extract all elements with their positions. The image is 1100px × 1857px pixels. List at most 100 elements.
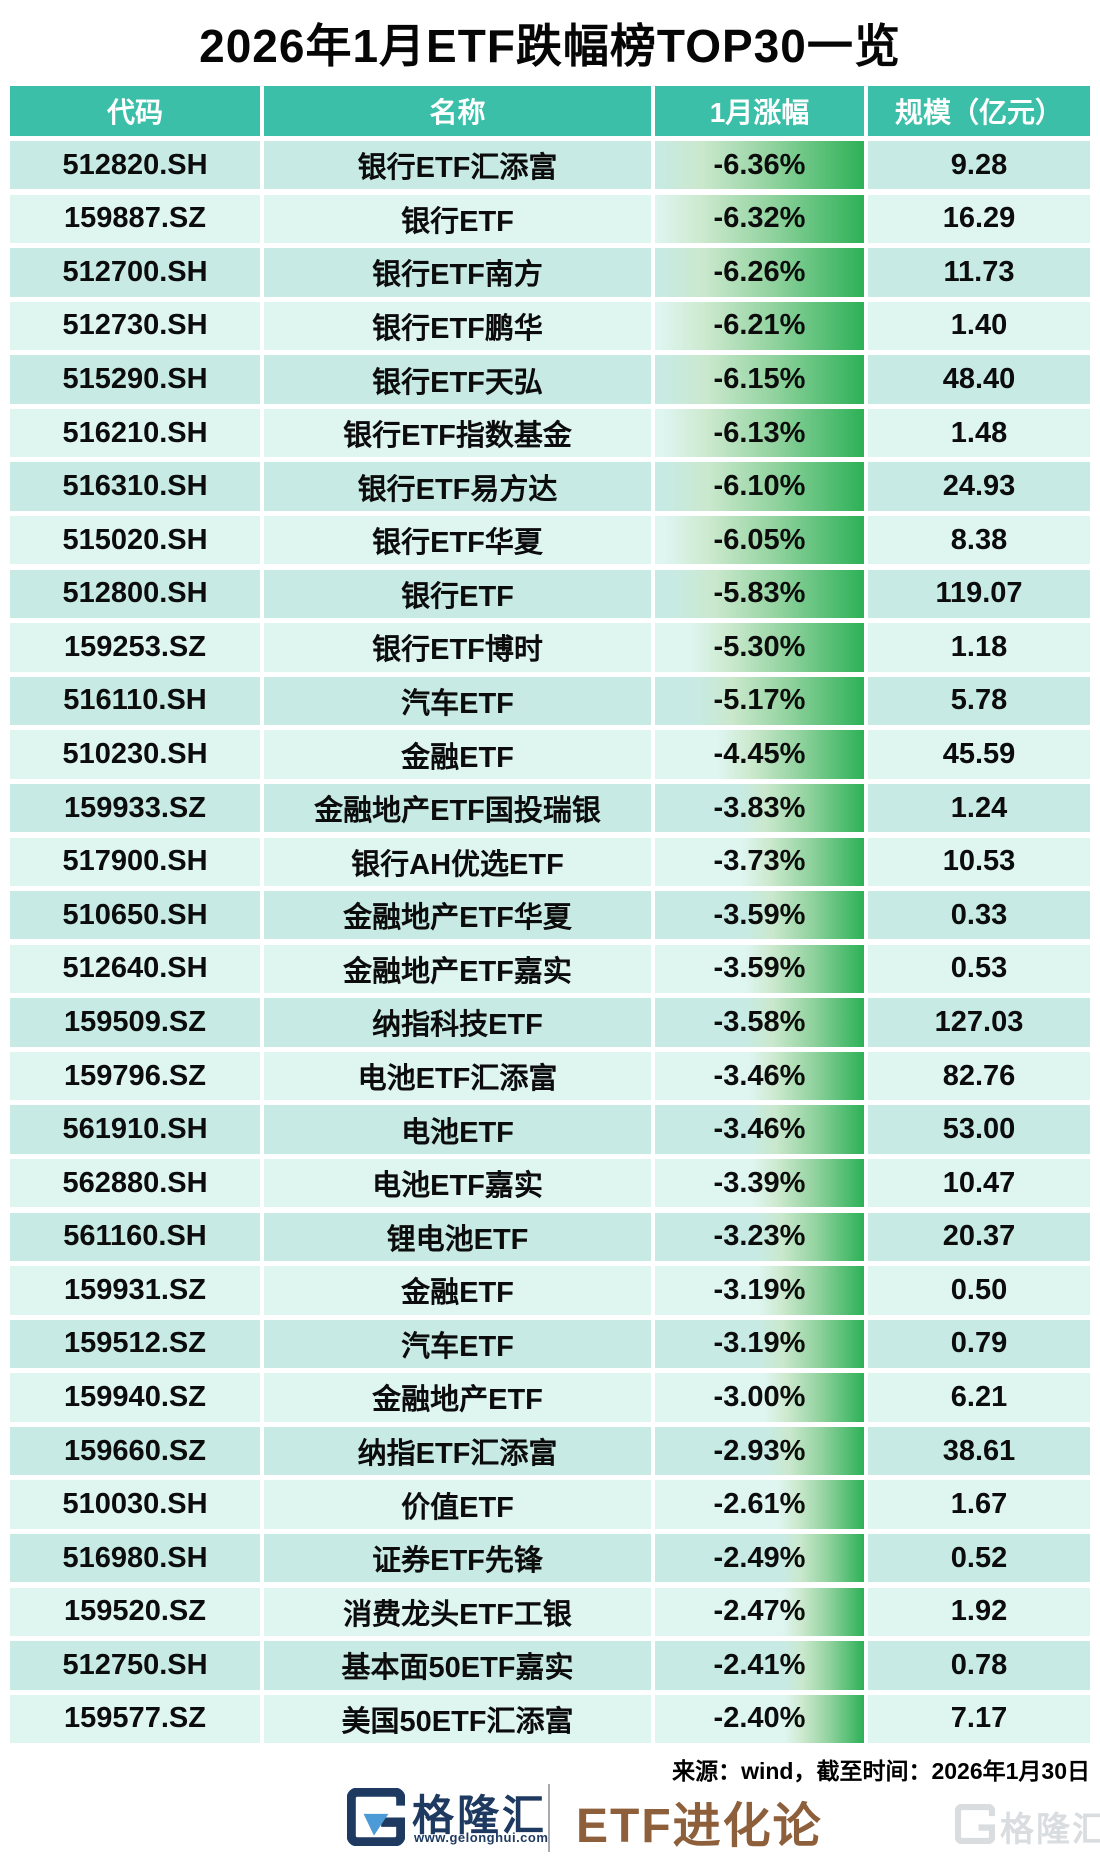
table-row: 159577.SZ 美国50ETF汇添富 -2.40% 7.17 <box>10 1694 1090 1744</box>
cell-code: 510230.SH <box>10 730 260 779</box>
cell-change: -6.32% <box>655 194 864 243</box>
cell-change: -6.15% <box>655 355 864 404</box>
table-body: 512820.SH 银行ETF汇添富 -6.36% 9.28 159887.SZ 银行ET… <box>10 141 1090 1744</box>
cell-code: 159577.SZ <box>10 1694 260 1744</box>
cell-name: 金融ETF <box>264 1266 651 1315</box>
column-header-change: 1月涨幅 <box>655 86 864 136</box>
cell-change: -2.93% <box>655 1426 864 1476</box>
brand-name: 格隆汇 <box>412 1792 548 1839</box>
table-row: 517900.SH 银行AH优选ETF -3.73% 10.53 <box>10 837 1090 886</box>
table-row: 512750.SH 基本面50ETF嘉实 -2.41% 0.78 <box>10 1641 1090 1690</box>
table-row: 159660.SZ 纳指ETF汇添富 -2.93% 38.61 <box>10 1426 1090 1476</box>
cell-name: 银行ETF <box>264 569 651 619</box>
change-value: -2.41% <box>713 1648 806 1681</box>
change-value: -3.19% <box>713 1273 806 1306</box>
cell-code: 561910.SH <box>10 1105 260 1154</box>
cell-change: -3.00% <box>655 1373 864 1422</box>
cell-scale: 6.21 <box>868 1373 1090 1422</box>
cell-name: 汽车ETF <box>264 1319 651 1369</box>
cell-scale: 10.47 <box>868 1158 1090 1208</box>
cell-scale: 1.48 <box>868 408 1090 458</box>
cell-name: 银行AH优选ETF <box>264 837 651 886</box>
change-bar <box>694 676 864 726</box>
change-value: -6.05% <box>713 523 806 556</box>
cell-name: 消费龙头ETF工银 <box>264 1587 651 1636</box>
change-value: -3.83% <box>713 791 806 824</box>
table-row: 516310.SH 银行ETF易方达 -6.10% 24.93 <box>10 462 1090 511</box>
change-bar <box>782 1534 864 1583</box>
footer-brand: 格隆汇 www.gelonghui.com ETF进化论 <box>0 1784 1100 1854</box>
cell-code: 512800.SH <box>10 569 260 619</box>
change-value: -3.23% <box>713 1220 806 1253</box>
cell-code: 561160.SH <box>10 1212 260 1261</box>
cell-change: -3.46% <box>655 1105 864 1154</box>
cell-code: 515020.SH <box>10 516 260 565</box>
cell-scale: 0.53 <box>868 944 1090 994</box>
change-bar <box>663 462 864 511</box>
cell-code: 510650.SH <box>10 891 260 940</box>
change-value: -2.61% <box>713 1488 806 1521</box>
change-bar <box>662 408 864 458</box>
cell-name: 银行ETF汇添富 <box>264 141 651 190</box>
cell-change: -6.05% <box>655 516 864 565</box>
cell-name: 银行ETF天弘 <box>264 355 651 404</box>
change-value: -6.26% <box>713 255 806 288</box>
change-bar <box>759 1319 864 1369</box>
cell-change: -3.39% <box>655 1158 864 1208</box>
cell-code: 510030.SH <box>10 1480 260 1529</box>
cell-scale: 1.92 <box>868 1587 1090 1636</box>
table-row: 561160.SH 锂电池ETF -3.23% 20.37 <box>10 1212 1090 1261</box>
cell-code: 159940.SZ <box>10 1373 260 1422</box>
table-row: 510650.SH 金融地产ETF华夏 -3.59% 0.33 <box>10 891 1090 940</box>
cell-scale: 24.93 <box>868 462 1090 511</box>
cell-change: -3.73% <box>655 837 864 886</box>
cell-name: 银行ETF <box>264 194 651 243</box>
table-row: 159940.SZ 金融地产ETF -3.00% 6.21 <box>10 1373 1090 1422</box>
table-row: 159520.SZ 消费龙头ETF工银 -2.47% 1.92 <box>10 1587 1090 1636</box>
cell-code: 159931.SZ <box>10 1266 260 1315</box>
brand-url: www.gelonghui.com <box>414 1830 549 1845</box>
change-bar <box>767 1426 864 1476</box>
change-bar <box>746 891 864 940</box>
table-row: 515020.SH 银行ETF华夏 -6.05% 8.38 <box>10 516 1090 565</box>
change-bar <box>741 837 864 886</box>
change-bar <box>750 1051 864 1101</box>
table-row: 159512.SZ 汽车ETF -3.19% 0.79 <box>10 1319 1090 1369</box>
cell-scale: 10.53 <box>868 837 1090 886</box>
change-bar <box>757 1212 864 1261</box>
cell-scale: 20.37 <box>868 1212 1090 1261</box>
watermark: 格隆汇 <box>954 1802 1100 1851</box>
change-bar <box>752 1158 864 1208</box>
cell-scale: 48.40 <box>868 355 1090 404</box>
cell-scale: 53.00 <box>868 1105 1090 1154</box>
change-bar <box>655 141 864 190</box>
cell-change: -6.21% <box>655 301 864 351</box>
cell-change: -3.19% <box>655 1266 864 1315</box>
change-bar <box>765 1373 864 1422</box>
cell-code: 512700.SH <box>10 248 260 297</box>
table-row: 159509.SZ 纳指科技ETF -3.58% 127.03 <box>10 998 1090 1047</box>
cell-scale: 0.33 <box>868 891 1090 940</box>
cell-code: 562880.SH <box>10 1158 260 1208</box>
cell-name: 证券ETF先锋 <box>264 1534 651 1583</box>
cell-change: -3.23% <box>655 1212 864 1261</box>
change-value: -4.45% <box>713 738 806 771</box>
cell-scale: 119.07 <box>868 569 1090 619</box>
cell-code: 516110.SH <box>10 676 260 726</box>
cell-code: 159509.SZ <box>10 998 260 1047</box>
change-bar <box>658 248 864 297</box>
change-bar <box>661 355 864 404</box>
cell-name: 银行ETF南方 <box>264 248 651 297</box>
change-value: -6.15% <box>713 363 806 395</box>
table-row: 561910.SH 电池ETF -3.46% 53.00 <box>10 1105 1090 1154</box>
cell-code: 512640.SH <box>10 944 260 994</box>
change-bar <box>785 1694 864 1744</box>
change-bar <box>782 1587 864 1636</box>
cell-name: 银行ETF博时 <box>264 623 651 672</box>
cell-code: 517900.SH <box>10 837 260 886</box>
cell-change: -3.46% <box>655 1051 864 1101</box>
column-header-name: 名称 <box>264 86 651 136</box>
watermark-logo-icon <box>954 1803 996 1849</box>
cell-code: 516980.SH <box>10 1534 260 1583</box>
change-value: -2.47% <box>713 1595 806 1628</box>
